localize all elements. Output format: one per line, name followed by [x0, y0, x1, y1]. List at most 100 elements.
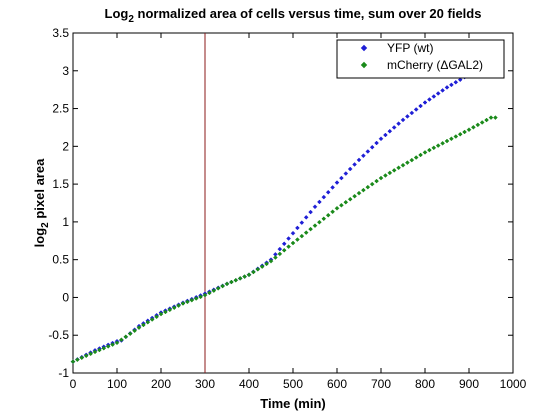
y-tick-labels: -1 -0.5 0 0.5 1 1.5 2 2.5 3 3.5 — [48, 26, 69, 380]
data-point — [242, 274, 247, 279]
data-point — [171, 305, 177, 311]
data-point — [383, 132, 388, 138]
legend-marker — [360, 61, 368, 69]
data-point — [88, 351, 93, 357]
data-point — [409, 110, 415, 116]
data-point — [268, 258, 274, 264]
legend-entry: YFP (wt) — [360, 41, 433, 55]
data-point — [444, 138, 450, 144]
data-point — [119, 337, 124, 343]
data-point — [101, 345, 107, 351]
data-point — [391, 125, 397, 130]
data-point — [365, 184, 371, 190]
data-point — [198, 294, 203, 300]
data-point — [339, 175, 344, 181]
data-point — [325, 212, 331, 218]
y-tick-label: 3 — [62, 64, 69, 78]
data-point — [387, 170, 393, 176]
data-point — [92, 349, 98, 355]
x-tick-label: 500 — [283, 377, 303, 391]
data-point — [281, 241, 287, 247]
data-point — [83, 353, 89, 359]
data-point — [440, 140, 445, 146]
data-point — [405, 160, 410, 166]
data-point — [396, 121, 401, 127]
data-point — [431, 145, 437, 151]
data-point — [185, 299, 190, 305]
y-tick-label: -1 — [58, 366, 69, 380]
data-point — [193, 296, 199, 301]
data-point — [79, 355, 85, 361]
data-point — [449, 136, 454, 142]
data-point — [462, 129, 467, 135]
data-point — [409, 157, 415, 163]
data-point — [435, 143, 441, 148]
y-tick-label: 3.5 — [52, 26, 69, 40]
data-point — [286, 244, 291, 250]
data-point — [321, 194, 327, 200]
data-point — [484, 117, 489, 123]
data-point — [180, 301, 186, 306]
data-point — [127, 331, 133, 337]
data-point — [374, 140, 379, 146]
data-point — [347, 196, 353, 202]
data-point — [277, 251, 283, 257]
x-tick-label: 600 — [327, 377, 347, 391]
data-point — [413, 107, 419, 112]
y-tick-label: 2 — [62, 139, 69, 153]
data-point — [343, 171, 349, 176]
x-tick-label: 400 — [239, 377, 259, 391]
data-point — [132, 328, 137, 334]
data-point — [339, 202, 344, 208]
data-point — [418, 103, 423, 109]
data-point — [374, 178, 379, 184]
data-point — [312, 223, 318, 229]
data-point — [163, 309, 168, 315]
data-point — [308, 209, 313, 215]
data-point — [488, 115, 494, 120]
data-point — [343, 199, 349, 205]
x-tick-label: 1000 — [500, 377, 527, 391]
data-point — [422, 100, 428, 105]
data-point — [352, 162, 357, 167]
data-point — [110, 342, 115, 347]
x-tick-label: 200 — [151, 377, 171, 391]
data-point — [457, 77, 463, 83]
data-point — [281, 247, 287, 253]
data-point — [149, 317, 155, 322]
data-point — [189, 297, 195, 303]
x-tick-label: 100 — [107, 377, 127, 391]
x-axis-label: Time (min) — [260, 396, 326, 411]
data-point — [295, 237, 300, 242]
data-point — [251, 269, 256, 275]
data-point — [330, 209, 335, 215]
data-point — [312, 204, 318, 210]
y-tick-label: 0 — [62, 290, 69, 304]
data-point — [290, 230, 296, 236]
data-point — [237, 276, 243, 281]
data-point — [387, 128, 393, 134]
data-point — [449, 82, 454, 88]
data-point — [264, 261, 269, 267]
data-point — [97, 347, 102, 353]
data-point — [303, 230, 309, 235]
data-point — [277, 246, 283, 252]
data-point — [215, 286, 221, 291]
data-point — [361, 187, 366, 193]
data-point — [413, 155, 419, 160]
data-point — [105, 344, 111, 349]
data-point — [317, 199, 322, 205]
data-point — [158, 311, 164, 317]
data-point — [255, 266, 261, 272]
data-point — [453, 134, 459, 139]
data-point — [317, 219, 322, 225]
legend-entries: YFP (wt) mCherry (ΔGAL2) — [360, 41, 483, 72]
data-point — [400, 117, 406, 123]
data-point — [321, 216, 327, 222]
data-point — [383, 173, 388, 178]
data-point — [369, 181, 375, 187]
legend-label: mCherry (ΔGAL2) — [387, 58, 483, 72]
x-tick-label: 900 — [459, 377, 479, 391]
data-point — [246, 272, 252, 278]
